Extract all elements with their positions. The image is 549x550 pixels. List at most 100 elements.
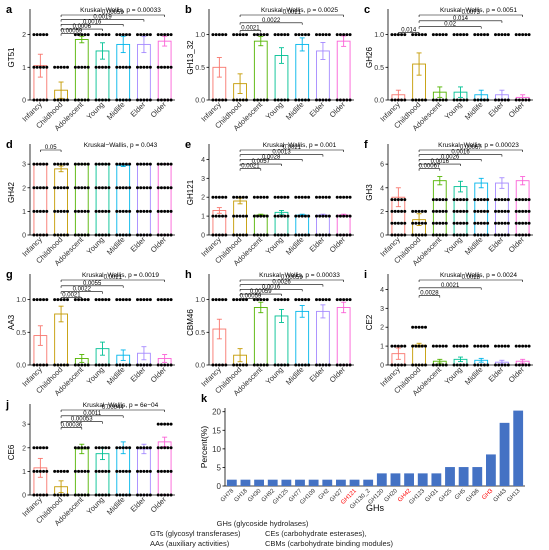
data-point (438, 198, 442, 202)
y-tick-label: 4 (201, 157, 205, 164)
data-point (101, 363, 104, 367)
data-point (521, 363, 525, 367)
data-point (83, 209, 87, 213)
data-point (238, 33, 242, 37)
data-point (500, 33, 504, 37)
data-point (327, 214, 331, 218)
data-point (62, 186, 66, 190)
pvalue-label: 0.0028 (262, 154, 281, 160)
data-point (414, 209, 418, 213)
data-point (273, 233, 277, 237)
data-point (452, 198, 456, 202)
data-point (318, 214, 322, 218)
data-point (414, 98, 418, 102)
data-point (166, 363, 170, 367)
data-point (118, 162, 122, 166)
data-point (252, 195, 256, 199)
data-point (294, 214, 298, 218)
data-point (465, 33, 469, 37)
data-point (56, 186, 60, 190)
data-point (393, 98, 397, 102)
x-tick-label: GH36 (465, 488, 481, 504)
data-point (403, 33, 407, 37)
data-point (65, 298, 69, 302)
data-point (283, 363, 287, 367)
data-point (159, 33, 163, 37)
data-point (124, 186, 128, 190)
data-point (338, 298, 342, 302)
data-point (62, 469, 66, 473)
data-point (142, 65, 146, 69)
data-point (221, 214, 225, 218)
data-point (124, 298, 128, 302)
data-point (338, 233, 342, 237)
data-point (294, 298, 298, 302)
data-point (444, 33, 448, 37)
data-point (124, 162, 128, 166)
data-point (517, 209, 521, 213)
data-point (38, 98, 42, 102)
data-point (423, 233, 427, 237)
data-point (53, 363, 57, 367)
data-point (455, 198, 459, 202)
data-point (431, 198, 435, 202)
data-point (315, 195, 319, 199)
y-tick-label: 4 (380, 287, 384, 294)
kruskal-label: Kruskal−Wallis, p = 0.001 (263, 142, 337, 149)
data-point (506, 209, 510, 213)
data-point (497, 363, 501, 367)
data-point (514, 98, 518, 102)
data-point (136, 233, 140, 237)
data-point (252, 98, 256, 102)
data-point (73, 298, 77, 302)
data-point (83, 186, 87, 190)
data-point (280, 298, 283, 302)
data-point (148, 98, 152, 102)
data-point (400, 33, 404, 37)
data-point (221, 33, 225, 37)
panel-letter-b: b (185, 4, 192, 16)
data-point (73, 469, 77, 473)
data-point (107, 33, 111, 37)
data-point (335, 214, 339, 218)
data-point (32, 98, 36, 102)
x-tick-label: GH18 (234, 488, 250, 504)
data-point (411, 209, 415, 213)
data-point (497, 198, 501, 202)
data-point (59, 363, 63, 367)
data-point (232, 33, 236, 37)
data-point (217, 214, 221, 218)
data-point (166, 233, 170, 237)
data-point (73, 186, 77, 190)
legend-line-ghs: GHs (glycoside hydrolases) (216, 519, 309, 528)
data-point (423, 325, 427, 329)
data-point (497, 221, 501, 225)
data-point (403, 98, 407, 102)
data-point (262, 233, 266, 237)
data-point (121, 98, 125, 102)
y-tick-label: 0 (22, 98, 26, 105)
data-point (217, 33, 221, 37)
data-point (286, 233, 290, 237)
data-point (497, 33, 501, 37)
data-point (390, 221, 394, 225)
data-point (473, 209, 477, 213)
data-point (169, 98, 173, 102)
data-point (521, 233, 525, 237)
data-point (77, 209, 81, 213)
data-point (393, 344, 397, 348)
data-point (521, 198, 525, 202)
data-point (459, 344, 462, 348)
data-point (307, 214, 311, 218)
data-point (221, 233, 225, 237)
data-point (80, 363, 84, 367)
x-tick-label: Elder (129, 100, 148, 119)
data-point (482, 233, 486, 237)
data-point (318, 195, 322, 199)
bar-gh18 (240, 479, 251, 486)
data-point (503, 221, 507, 225)
x-tick-label: Young (85, 495, 106, 516)
data-point (65, 186, 69, 190)
data-point (417, 363, 421, 367)
data-point (494, 33, 498, 37)
